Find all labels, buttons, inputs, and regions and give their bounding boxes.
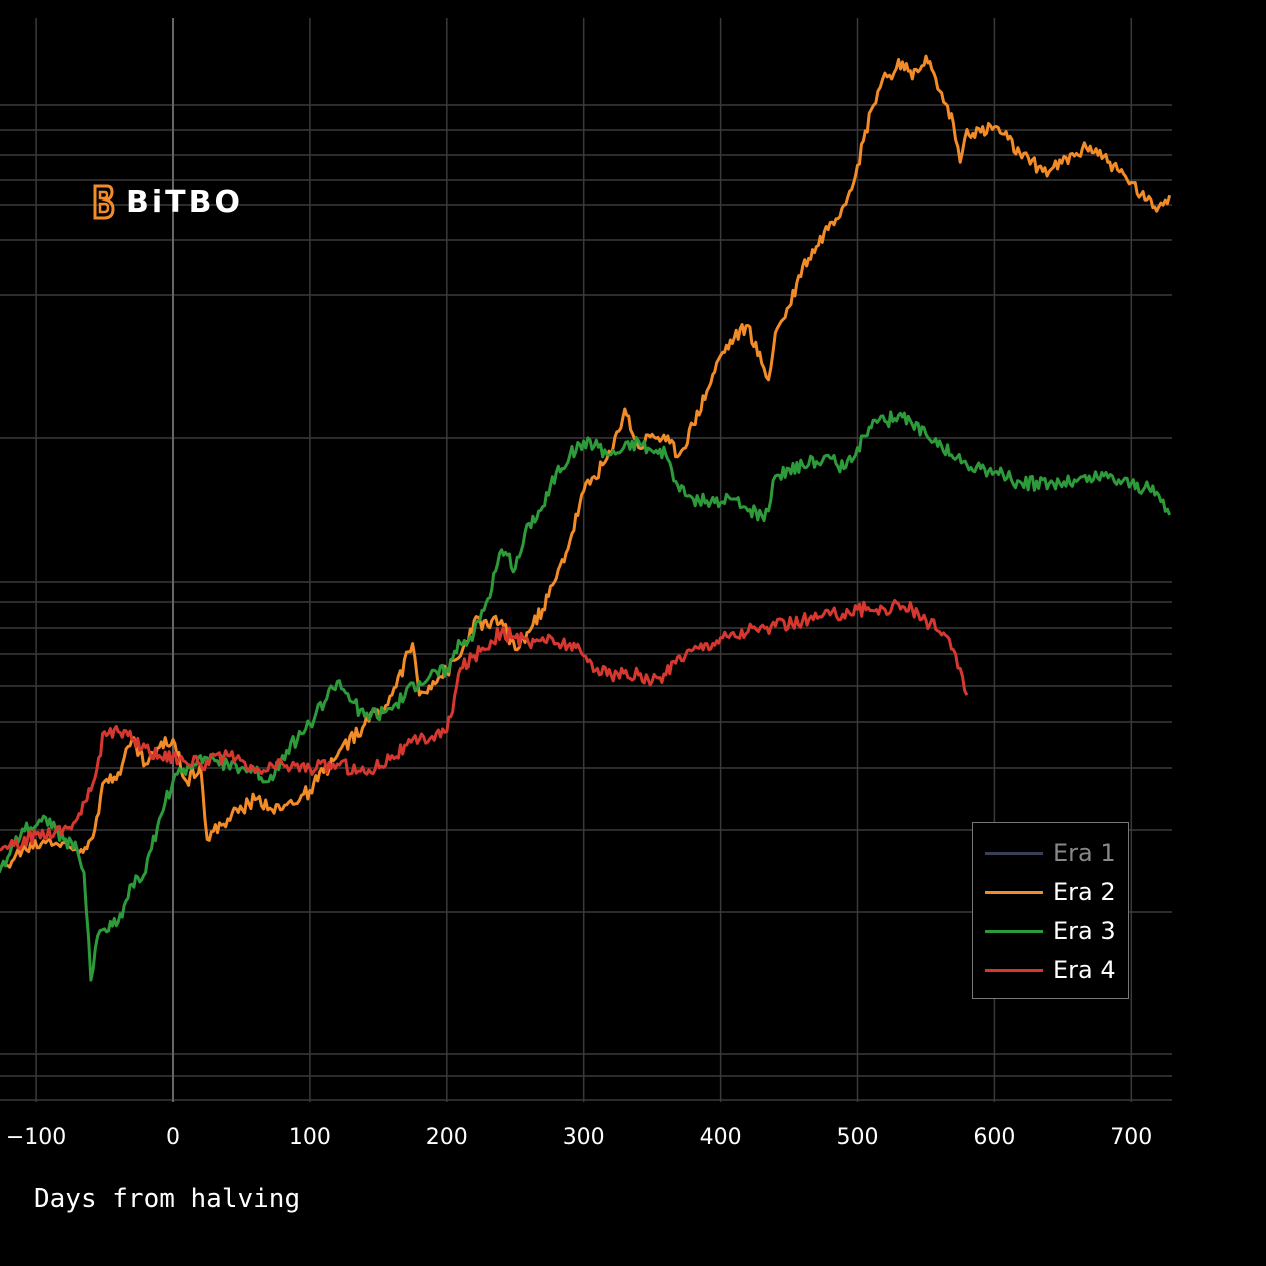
series-layer	[0, 54, 1172, 982]
series-line-era-4	[0, 599, 969, 852]
x-tick-label: 300	[563, 1125, 605, 1150]
series-line-era-3	[0, 410, 1172, 982]
legend-swatch-era-2	[985, 890, 1043, 894]
x-tick-label: 600	[973, 1125, 1015, 1150]
legend-label-era-4: Era 4	[1053, 956, 1116, 984]
legend-swatch-era-1	[985, 851, 1043, 855]
x-tick-label: 400	[700, 1125, 742, 1150]
bitbo-logo-text: BiTBO	[126, 184, 243, 220]
legend-item-era-2[interactable]: Era 2	[985, 878, 1116, 906]
legend-item-era-1[interactable]: Era 1	[985, 839, 1116, 867]
legend-swatch-era-3	[985, 929, 1043, 933]
x-tick-label: 0	[166, 1125, 180, 1150]
legend-label-era-1: Era 1	[1053, 839, 1116, 867]
x-axis-title: Days from halving	[34, 1184, 301, 1214]
legend-item-era-4[interactable]: Era 4	[985, 956, 1116, 984]
series-line-era-2	[0, 54, 1172, 874]
x-tick-label: 200	[426, 1125, 468, 1150]
legend-swatch-era-4	[985, 968, 1043, 972]
bitbo-logo-icon	[93, 184, 115, 220]
vertical-gridlines	[35, 18, 1133, 1102]
legend: Era 1 Era 2 Era 3 Era 4	[972, 822, 1129, 999]
legend-item-era-3[interactable]: Era 3	[985, 917, 1116, 945]
x-tick-label: −100	[6, 1125, 66, 1150]
x-tick-labels: −100 0 100 200 300 400 500 600 700	[6, 1125, 1152, 1150]
x-tick-label: 700	[1110, 1125, 1152, 1150]
bitbo-logo: BiTBO	[90, 184, 243, 220]
legend-label-era-3: Era 3	[1053, 917, 1116, 945]
x-tick-label: 500	[837, 1125, 879, 1150]
horizontal-gridlines	[0, 104, 1172, 1101]
legend-label-era-2: Era 2	[1053, 878, 1116, 906]
x-tick-label: 100	[289, 1125, 331, 1150]
